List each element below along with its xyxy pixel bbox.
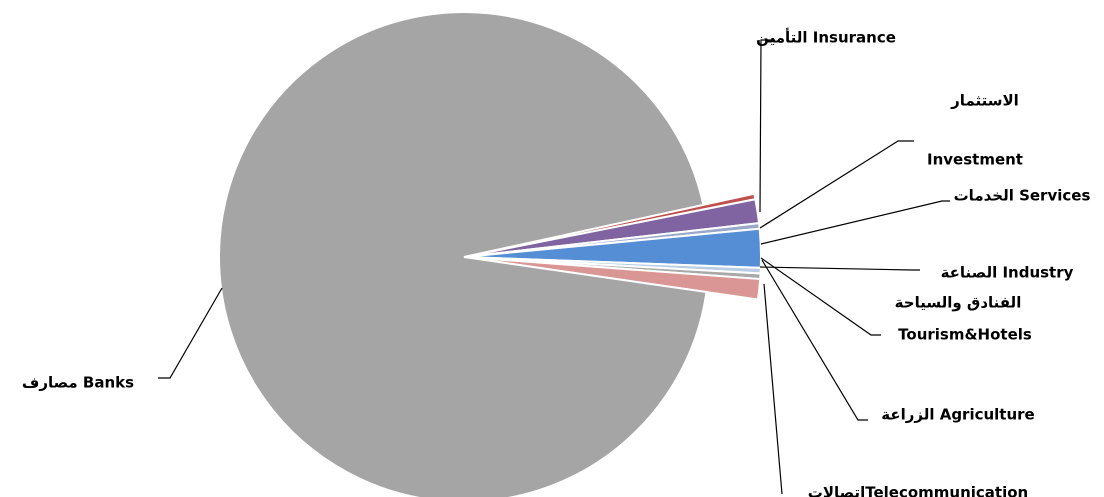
leader-line-services [760, 200, 950, 245]
slice-label-investment: الاستثمار [950, 92, 1019, 110]
leader-line-investment [759, 140, 914, 229]
slice-label-telecommunication: اتصالاتTelecommunication [808, 484, 1028, 497]
pie-slice-banks [218, 11, 708, 497]
slice-label-services: الخدمات Services [954, 187, 1091, 205]
pie-slices [218, 11, 762, 497]
slice-labels: التأمين Insurance الاستثمار Investment الخد… [22, 28, 1091, 497]
leader-line-banks [158, 287, 223, 379]
leader-lines [158, 39, 950, 495]
slice-label-investment: Investment [927, 151, 1023, 169]
slice-label-agriculture: الزراعة Agriculture [881, 406, 1034, 424]
leader-line-telecommunication [763, 283, 783, 495]
leader-line-insurance [759, 39, 775, 213]
slice-label-tourism-hotels: Tourism&Hotels [898, 326, 1032, 344]
leader-line-tourism-hotels [760, 257, 881, 336]
slice-label-banks: مصارف Banks [22, 374, 134, 392]
leader-line-industry [759, 266, 920, 271]
slice-label-tourism-hotels: الفنادق والسياحة [895, 294, 1022, 312]
slice-label-industry: الصناعة Industry [941, 264, 1074, 282]
leader-line-agriculture [761, 259, 868, 421]
slice-label-insurance: التأمين Insurance [756, 28, 896, 47]
